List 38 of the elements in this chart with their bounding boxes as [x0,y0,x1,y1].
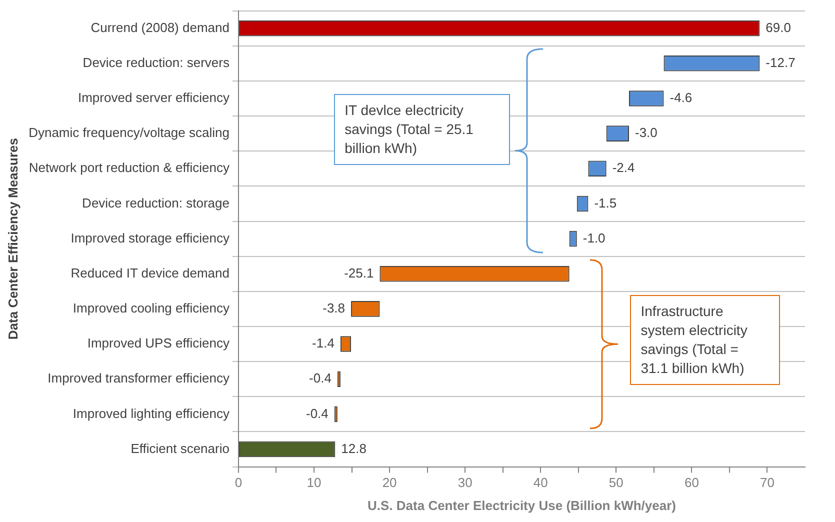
y-tick-label: Improved lighting efficiency [72,406,230,421]
data-label: -12.7 [766,54,796,70]
data-label: -3.8 [322,300,346,316]
y-tick-label: Efficient scenario [130,440,230,456]
data-label: 12.8 [341,440,366,456]
y-axis-title: Data Center Efficiency Measures [5,138,20,340]
data-label: -1.0 [582,230,606,246]
x-tick-label: 50 [608,475,624,490]
y-tick-label: Improved server efficiency [78,90,230,106]
y-tick-label: Dynamic frequency/voltage scaling [28,125,230,140]
y-tick-label: Improved transformer efficiency [48,370,230,386]
x-tick-label: 10 [306,475,322,490]
y-tick-label: Improved cooling efficiency [72,300,230,316]
data-label: -1.5 [594,195,617,210]
x-tick-label: 30 [458,475,472,490]
x-tick-label: 60 [684,475,699,490]
y-tick-label: Currend (2008) demand [90,20,230,35]
x-tick-label: 70 [760,475,774,490]
callout-box: Infrastructure system electricity savings (Total = 31.1 billion kWh) [630,294,780,385]
data-label: 69.0 [766,20,791,35]
x-tick-label: 20 [382,475,397,490]
data-label: -4.6 [670,90,692,106]
data-label: -25.1 [344,265,374,280]
y-tick-label: Reduced IT device demand [70,265,230,280]
x-axis-title: U.S. Data Center Electricity Use (Billion kWh/year) [367,498,676,513]
y-tick-label: Device reduction: servers [82,54,230,70]
y-tick-label: Improved UPS efficiency [87,336,230,351]
data-label: -0.4 [306,406,328,421]
y-tick-label: Network port reduction & efficiency [28,160,230,176]
data-label: -0.4 [309,370,332,386]
y-tick-label: Device reduction: storage [82,195,230,210]
callout-box: IT devlce electricity savings (Total = 25.1 billion kWh) [334,94,510,166]
x-tick-label: 40 [533,475,548,490]
data-label: -3.0 [635,125,658,140]
data-label: -2.4 [612,160,635,176]
data-label: -1.4 [312,336,334,351]
x-tick-label: 0 [234,475,242,490]
y-tick-label: Improved storage efficiency [70,230,230,246]
